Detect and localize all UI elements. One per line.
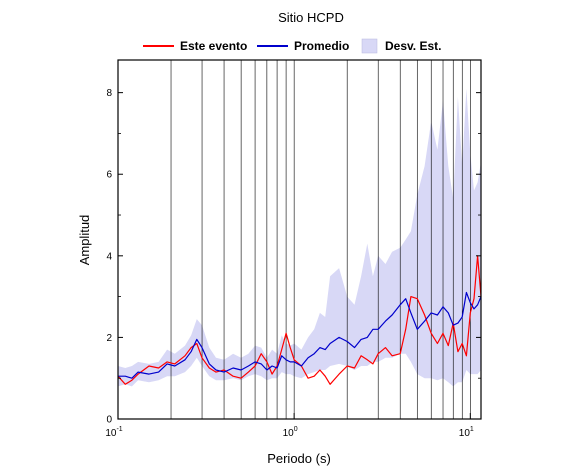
x-tick-label-exp: 0 bbox=[294, 426, 298, 433]
legend-label-este-evento: Este evento bbox=[180, 39, 247, 53]
x-tick-label-exp: 1 bbox=[470, 426, 474, 433]
legend-swatch-desv-est bbox=[361, 38, 378, 54]
x-axis-label: Periodo (s) bbox=[267, 451, 331, 466]
x-tick-label-exp: -1 bbox=[116, 426, 122, 433]
std-dev-band bbox=[118, 88, 481, 387]
legend: Este evento Promedio Desv. Est. bbox=[143, 38, 441, 54]
x-tick-label-base: 10 bbox=[105, 428, 117, 439]
legend-label-desv-est: Desv. Est. bbox=[385, 39, 441, 53]
y-tick-label: 8 bbox=[106, 88, 112, 99]
x-tick-label-base: 10 bbox=[283, 428, 295, 439]
x-tick-label: 101 bbox=[459, 426, 474, 439]
series-line-promedio bbox=[118, 291, 482, 379]
chart-title: Sitio HCPD bbox=[278, 10, 344, 25]
y-tick-label: 0 bbox=[106, 415, 112, 426]
x-tick-label: 10-1 bbox=[105, 426, 122, 439]
y-tick-label: 2 bbox=[106, 333, 112, 344]
x-tick-label: 100 bbox=[283, 426, 298, 439]
x-tick-label-base: 10 bbox=[459, 428, 471, 439]
y-axis-label: Amplitud bbox=[77, 215, 92, 266]
legend-label-promedio: Promedio bbox=[294, 39, 349, 53]
plot-frame bbox=[117, 59, 482, 420]
y-tick-label: 4 bbox=[106, 251, 112, 262]
y-tick-label: 6 bbox=[106, 170, 112, 181]
